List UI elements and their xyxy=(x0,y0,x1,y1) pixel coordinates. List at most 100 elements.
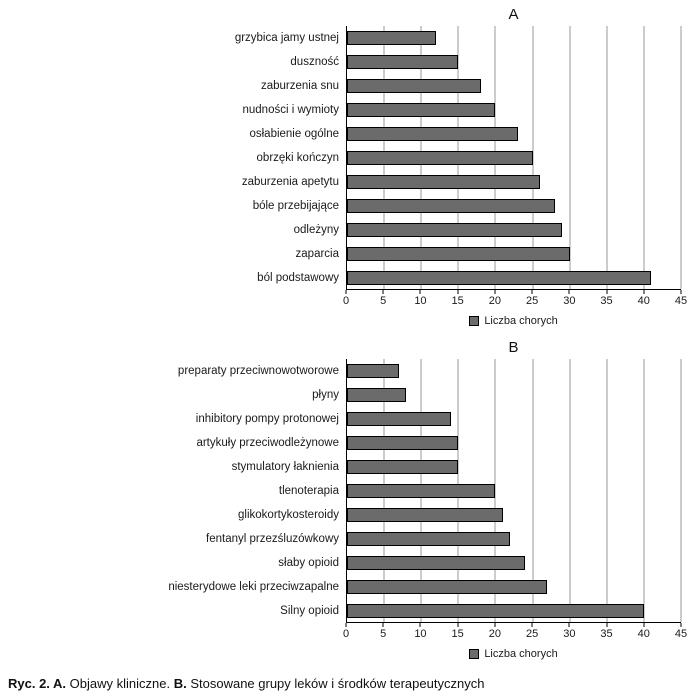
x-tick-label: 35 xyxy=(600,295,613,307)
chart-b-body: preparaty przeciwnowotworowe płyny inhibit… xyxy=(0,339,687,662)
x-tick-mark xyxy=(494,623,496,627)
bar-row xyxy=(347,455,681,479)
x-tick-mark xyxy=(457,290,459,294)
x-tick-label: 0 xyxy=(342,295,350,307)
x-tick-mark xyxy=(382,623,384,627)
category-label: nudności i wymioty xyxy=(242,104,339,116)
x-tick-label: 20 xyxy=(488,295,501,307)
bar-row xyxy=(347,122,681,146)
x-tick-mark xyxy=(345,623,347,627)
category-label: ból podstawowy xyxy=(257,272,339,284)
gridline xyxy=(569,359,571,622)
x-tick-mark xyxy=(494,290,496,294)
bar xyxy=(347,436,459,450)
bar-row xyxy=(347,551,681,575)
chart-b-title: B xyxy=(508,339,519,356)
gridline xyxy=(643,26,645,289)
category-label: duszność xyxy=(290,56,339,68)
chart-a-plot-area xyxy=(346,26,682,290)
category-label: inhibitory pompy protonowej xyxy=(195,413,339,425)
bar-row xyxy=(347,479,681,503)
chart-a-title: A xyxy=(508,6,519,23)
bar xyxy=(347,247,570,261)
chart-a-bars xyxy=(347,26,681,290)
chart-a-body: grzybica jamy ustnej duszność zaburzenia s… xyxy=(0,6,687,329)
category-label: Silny opioid xyxy=(280,605,339,617)
category-label: słaby opioid xyxy=(278,557,339,569)
bar xyxy=(347,79,481,93)
x-tick-label: 40 xyxy=(637,628,650,640)
x-tick-mark xyxy=(457,623,459,627)
x-tick-mark xyxy=(419,290,421,294)
bar xyxy=(347,223,563,237)
bar-row xyxy=(347,503,681,527)
chart-b-legend: Liczba chorych xyxy=(346,646,681,662)
category-label: osłabienie ogólne xyxy=(249,128,339,140)
bar-row xyxy=(347,146,681,170)
bar xyxy=(347,532,511,546)
x-tick-label: 30 xyxy=(563,628,576,640)
category-label: tlenoterapia xyxy=(278,485,339,497)
bar-row xyxy=(347,194,681,218)
gridline xyxy=(680,26,682,289)
x-tick-label: 40 xyxy=(637,295,650,307)
x-tick-mark xyxy=(643,623,645,627)
gridline xyxy=(606,26,608,289)
bar-row xyxy=(347,50,681,74)
category-label: preparaty przeciwnowotworowe xyxy=(177,365,339,377)
x-tick-mark xyxy=(531,290,533,294)
category-label: glikokortykosteroidy xyxy=(238,509,339,521)
bar-row xyxy=(347,383,681,407)
x-tick-mark xyxy=(680,290,682,294)
figure-caption: Ryc. 2. A. Objawy kliniczne. B. Stosowan… xyxy=(8,676,700,691)
category-label: zaparcia xyxy=(295,248,339,260)
bar-row xyxy=(347,407,681,431)
caption-text-a: Objawy kliniczne. xyxy=(66,676,174,691)
bar-row xyxy=(347,98,681,122)
bar xyxy=(347,484,496,498)
chart-b-plot-area xyxy=(346,359,682,623)
category-label: artykuły przeciwodleżynowe xyxy=(196,437,339,449)
category-label: fentanyl przezśluzówkowy xyxy=(206,533,339,545)
bar xyxy=(347,271,652,285)
bar-row xyxy=(347,599,681,623)
bar xyxy=(347,364,399,378)
x-tick-mark xyxy=(680,623,682,627)
bar-row xyxy=(347,359,681,383)
bar xyxy=(347,151,533,165)
bar xyxy=(347,508,503,522)
x-tick-mark xyxy=(643,290,645,294)
category-label: bóle przebijające xyxy=(252,200,339,212)
bar xyxy=(347,55,459,69)
bar xyxy=(347,31,437,45)
bar xyxy=(347,580,548,594)
chart-a-category-labels: grzybica jamy ustnej duszność zaburzenia s… xyxy=(0,6,346,329)
caption-bold-a: Ryc. 2. A. xyxy=(8,676,67,691)
x-tick-label: 15 xyxy=(451,628,464,640)
gridline xyxy=(532,359,534,622)
gridline xyxy=(569,26,571,289)
bar-row xyxy=(347,431,681,455)
chart-a-x-axis: 0 5 10 15 20 25 30 35 40 45 xyxy=(342,290,687,310)
x-tick-mark xyxy=(606,623,608,627)
bar xyxy=(347,103,496,117)
x-tick-label: 15 xyxy=(451,295,464,307)
bar xyxy=(347,460,459,474)
bar-row xyxy=(347,170,681,194)
bar-row xyxy=(347,575,681,599)
gridline xyxy=(643,359,645,622)
x-tick-label: 0 xyxy=(342,628,350,640)
bar xyxy=(347,556,526,570)
chart-b-plot-column: B 0 5 10 15 20 25 30 35 40 45 Liczba chorych xyxy=(342,339,687,662)
chart-b-x-axis: 0 5 10 15 20 25 30 35 40 45 xyxy=(342,623,687,643)
chart-b: preparaty przeciwnowotworowe płyny inhibit… xyxy=(0,339,700,662)
x-tick-mark xyxy=(531,623,533,627)
gridline xyxy=(532,26,534,289)
x-tick-mark xyxy=(568,290,570,294)
bar xyxy=(347,127,518,141)
chart-a-legend: Liczba chorych xyxy=(346,313,681,329)
gridline xyxy=(606,359,608,622)
x-tick-label: 20 xyxy=(488,628,501,640)
chart-a: grzybica jamy ustnej duszność zaburzenia s… xyxy=(0,6,700,329)
chart-b-category-labels: preparaty przeciwnowotworowe płyny inhibit… xyxy=(0,339,346,662)
